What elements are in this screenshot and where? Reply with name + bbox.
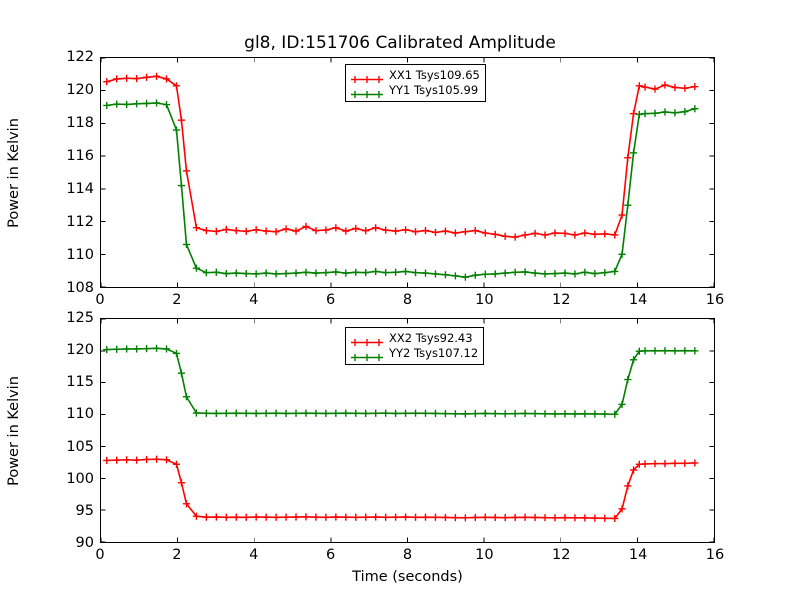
x-tick-label: 0 xyxy=(95,547,105,563)
y-tick-label: 100 xyxy=(66,470,94,487)
y-tick-label: 110 xyxy=(66,406,94,423)
y-tick-label: 118 xyxy=(66,115,94,131)
x-tick-label: 16 xyxy=(705,547,725,563)
y-tick-label: 114 xyxy=(66,181,94,197)
series-markers xyxy=(103,99,699,281)
legend-item: XX2 Tsys92.43 xyxy=(350,331,478,346)
y-tick-label: 110 xyxy=(66,247,94,263)
legend-item: YY1 Tsys105.99 xyxy=(350,83,480,98)
series-line xyxy=(106,458,695,520)
figure-title: gl8, ID:151706 Calibrated Amplitude xyxy=(244,33,556,53)
x-tick-label: 0 xyxy=(95,292,105,308)
x-tick-label: 12 xyxy=(552,292,571,308)
legend-label: YY2 Tsys107.12 xyxy=(389,346,479,360)
y-tick-label: 105 xyxy=(66,438,94,455)
x-axis-label: Time (seconds) xyxy=(352,569,463,585)
legend-color-swatch xyxy=(350,348,384,361)
x-tick-label: 4 xyxy=(249,547,259,563)
plot-area-top xyxy=(101,58,714,287)
x-tick-label: 6 xyxy=(326,547,336,563)
x-tick-label: 8 xyxy=(402,547,413,563)
plot-area-bottom xyxy=(101,319,714,542)
x-tick-label: 16 xyxy=(705,292,725,308)
x-tick-label: 2 xyxy=(172,547,182,563)
plot-panel-bottom xyxy=(100,318,715,543)
legend-item: YY2 Tsys107.12 xyxy=(350,346,478,361)
x-tick-label: 10 xyxy=(475,292,494,308)
legend-color-swatch xyxy=(350,85,384,98)
y-tick-label: 115 xyxy=(66,374,94,391)
y-tick-label: 122 xyxy=(66,49,94,65)
x-tick-label: 14 xyxy=(628,292,648,308)
legend-label: XX1 Tsys109.65 xyxy=(389,68,480,82)
series-markers xyxy=(103,455,699,522)
x-tick-label: 4 xyxy=(249,292,259,308)
legend-bottom: XX2 Tsys92.43 YY2 Tsys107.12 xyxy=(345,327,485,365)
y-tick-label: 116 xyxy=(66,148,94,164)
x-tick-label: 10 xyxy=(475,547,494,563)
legend-color-swatch xyxy=(350,333,384,346)
legend-color-swatch xyxy=(350,70,384,83)
y-tick-label: 95 xyxy=(75,502,94,519)
x-tick-label: 6 xyxy=(326,292,336,308)
y-tick-label: 112 xyxy=(66,214,94,230)
legend-top: XX1 Tsys109.65 YY1 Tsys105.99 xyxy=(345,64,486,102)
x-tick-label: 14 xyxy=(628,547,648,563)
y-axis-label-top: Power in Kelvin xyxy=(6,117,22,228)
y-tick-label: 90 xyxy=(75,535,94,551)
y-tick-label: 120 xyxy=(66,342,94,359)
x-tick-label: 2 xyxy=(172,292,182,308)
series-markers xyxy=(103,72,699,241)
y-tick-label: 108 xyxy=(66,280,94,296)
legend-label: XX2 Tsys92.43 xyxy=(389,331,473,345)
series-markers xyxy=(103,344,699,418)
legend-label: YY1 Tsys105.99 xyxy=(389,83,479,97)
y-tick-label: 120 xyxy=(66,82,94,98)
x-tick-label: 8 xyxy=(402,292,413,308)
series-line xyxy=(106,102,696,278)
legend-item: XX1 Tsys109.65 xyxy=(350,68,480,83)
x-tick-label: 12 xyxy=(552,547,571,563)
y-tick-label: 125 xyxy=(66,310,94,326)
y-axis-label-bottom: Power in Kelvin xyxy=(6,375,22,486)
